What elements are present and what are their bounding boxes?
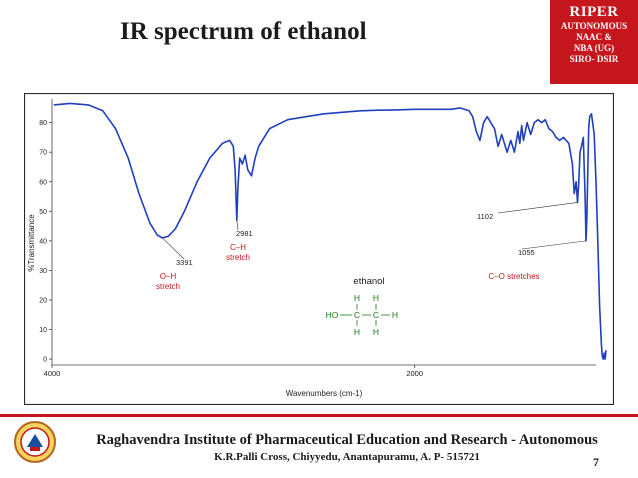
x-tick-group: 4000 2000	[44, 365, 423, 378]
atom-ho: HO	[326, 310, 339, 320]
peak-leader-lines	[162, 202, 587, 260]
y-tick-label: 80	[39, 120, 47, 127]
y-tick-label: 20	[39, 297, 47, 304]
institution-name: Raghavendra Institute of Pharmaceutical …	[96, 432, 598, 448]
atom-h-bottom-1: H	[354, 327, 360, 337]
atom-c-2: C	[373, 310, 379, 320]
institution-emblem-icon	[14, 421, 56, 463]
badge-line-siro: SIRO- DSIR	[569, 54, 619, 64]
accreditation-badge: RIPER AUTONOMOUS NAAC & NBA (UG) SIRO- D…	[550, 0, 638, 84]
institution-address: K.R.Palli Cross, Chiyyedu, Anantapuramu,…	[214, 451, 480, 463]
x-axis-label: Wavenumbers (cm-1)	[286, 389, 363, 398]
ir-spectrum-chart: 0 10 20 30 40 50 60 70 80 4000 2000 %Transmittanc…	[24, 93, 614, 405]
peak-leader-1102	[497, 202, 578, 214]
peak-leader-1055	[521, 240, 587, 250]
y-tick-label: 40	[39, 238, 47, 245]
y-axis-label: %Transmittance	[27, 214, 36, 272]
peak-label-3391: 3391	[176, 258, 193, 267]
atom-c-1: C	[354, 310, 360, 320]
page-number: 7	[593, 455, 599, 469]
y-tick-label: 50	[39, 209, 47, 216]
slide-title: IR spectrum of ethanol	[120, 18, 367, 45]
y-tick-label: 60	[39, 179, 47, 186]
footer-divider	[0, 414, 638, 417]
peak-leader-3391	[162, 237, 185, 260]
ch-stretch-label-line1: C–H	[230, 243, 246, 252]
y-tick-label: 0	[43, 357, 47, 364]
peak-leader-2981	[236, 220, 239, 231]
badge-title: RIPER	[569, 4, 619, 20]
oh-stretch-label-line1: O–H	[160, 272, 177, 281]
y-tick-label: 30	[39, 268, 47, 275]
peak-label-1102: 1102	[477, 212, 493, 221]
badge-line-naac: NAAC &	[576, 32, 612, 42]
atom-h-right: H	[392, 310, 398, 320]
y-tick-label: 10	[39, 327, 47, 334]
co-stretch-label: C–O stretches	[488, 272, 539, 281]
badge-line-autonomous: AUTONOMOUS	[560, 21, 628, 31]
ch-stretch-label-line2: stretch	[226, 253, 250, 262]
peak-label-1055: 1055	[518, 248, 535, 257]
badge-line-nba: NBA (UG)	[573, 43, 615, 53]
molecule-name: ethanol	[353, 276, 384, 287]
x-tick-label: 4000	[44, 369, 61, 378]
oh-stretch-label-line2: stretch	[156, 282, 180, 291]
y-tick-group: 0 10 20 30 40 50 60 70 80	[39, 120, 52, 364]
atom-h-top-2: H	[373, 293, 379, 303]
ethanol-structure: H H HO C C H H H	[326, 293, 398, 337]
peak-label-2981: 2981	[236, 229, 253, 238]
spectrum-line	[53, 102, 607, 360]
atom-h-bottom-2: H	[373, 327, 379, 337]
y-tick-label: 70	[39, 150, 47, 157]
atom-h-top-1: H	[354, 293, 360, 303]
x-tick-label: 2000	[406, 369, 423, 378]
